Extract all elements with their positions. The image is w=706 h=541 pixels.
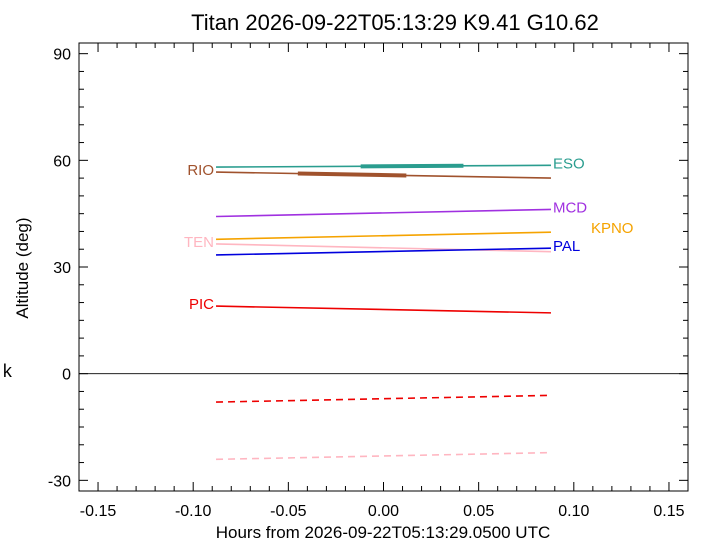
- series-line-ten: [216, 243, 551, 253]
- series-line-dashed: [216, 394, 551, 403]
- y-tick-label: 30: [53, 260, 71, 277]
- x-tick-label: 0.05: [463, 503, 494, 520]
- x-tick-label: 0.00: [368, 503, 399, 520]
- series-label-pal: PAL: [553, 238, 580, 255]
- series-label-eso: ESO: [553, 155, 585, 172]
- y-tick-label: 60: [53, 153, 71, 170]
- y-tick-label: -30: [48, 473, 71, 490]
- series-label-mcd: MCD: [553, 199, 587, 216]
- x-tick-label: 0.10: [558, 503, 589, 520]
- x-tick-label: -0.15: [80, 503, 117, 520]
- series-thick-rio: [297, 171, 407, 178]
- series-line-mcd: [216, 208, 551, 218]
- y-tick-label: 90: [53, 47, 71, 64]
- series-label-ten: TEN: [184, 234, 214, 251]
- stray-text: k: [2, 363, 13, 383]
- chart-title: Titan 2026-09-22T05:13:29 K9.41 G10.62: [191, 10, 599, 35]
- y-tick-label: 0: [62, 367, 71, 384]
- x-tick-label: -0.05: [270, 503, 307, 520]
- series-line-pal: [216, 247, 551, 256]
- plot-area: -0.15 -0.10 -0.05 0.00 0.05 0.10 0.15 -30 0 30 60 9…: [48, 42, 689, 520]
- series-label-rio: RIO: [187, 162, 214, 179]
- plot-frame: [78, 42, 689, 492]
- x-axis-label: Hours from 2026-09-22T05:13:29.0500 UTC: [216, 523, 551, 541]
- x-tick-label: 0.15: [653, 503, 684, 520]
- x-tick-label: -0.10: [175, 503, 212, 520]
- series-line-dashed: [216, 451, 551, 461]
- series-line-pic: [216, 305, 551, 314]
- series-label-pic: PIC: [189, 296, 214, 313]
- series-thick-eso: [360, 163, 464, 169]
- y-axis-label: Altitude (deg): [13, 217, 32, 318]
- series-line-kpno: [216, 231, 551, 241]
- series-label-kpno: KPNO: [591, 220, 634, 237]
